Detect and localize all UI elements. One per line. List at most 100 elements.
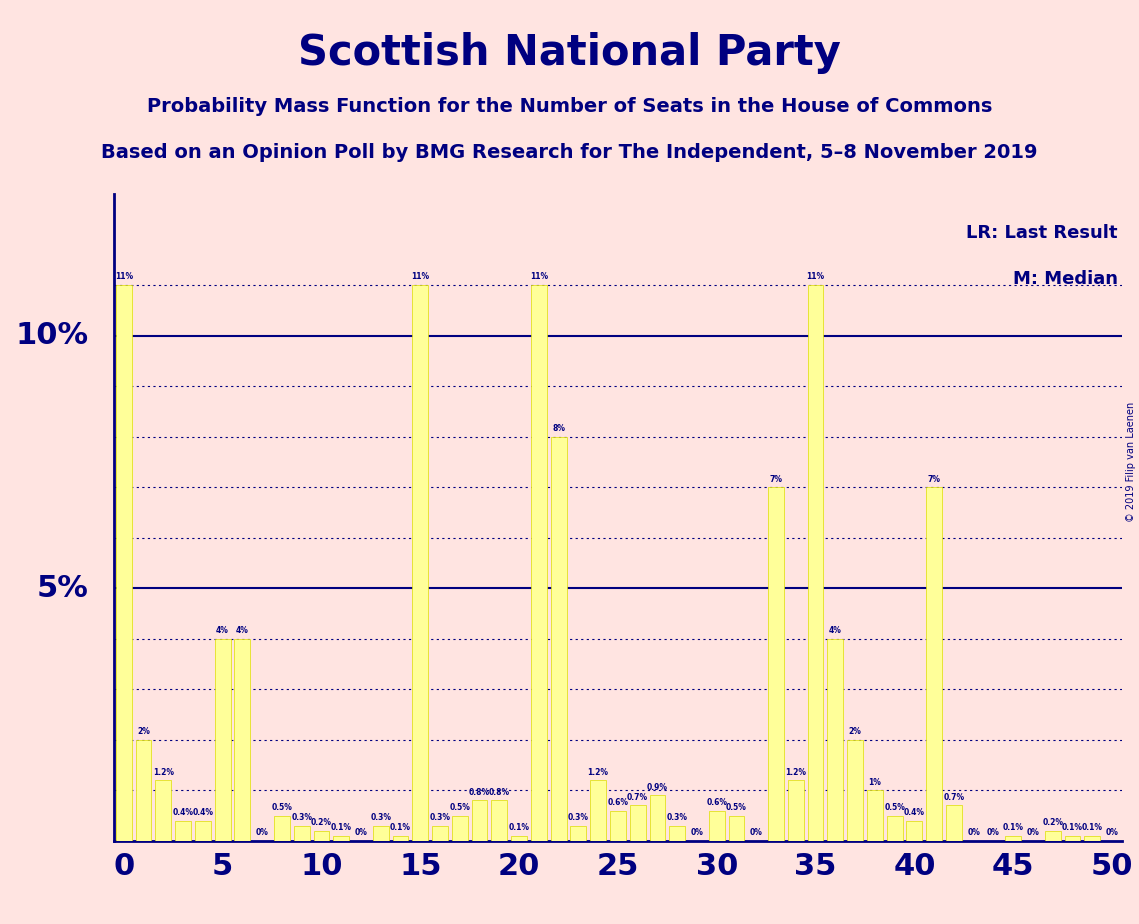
Text: 8%: 8% [552,424,565,433]
Text: 0.1%: 0.1% [1062,823,1083,833]
Bar [947,806,961,841]
Bar [887,816,902,841]
Text: 0.3%: 0.3% [429,813,451,822]
Bar [708,810,724,841]
Text: 0.7%: 0.7% [943,793,965,802]
Text: 0.4%: 0.4% [192,808,213,817]
Bar [294,826,310,841]
Text: 11%: 11% [115,273,133,282]
Bar [432,826,448,841]
Text: 1%: 1% [868,778,882,786]
Text: 0.8%: 0.8% [489,788,510,796]
Bar [788,780,804,841]
Bar [571,826,587,841]
Bar [235,638,251,841]
Bar [334,836,349,841]
Text: 0.4%: 0.4% [904,808,925,817]
Text: Based on an Opinion Poll by BMG Research for The Independent, 5–8 November 2019: Based on an Opinion Poll by BMG Research… [101,143,1038,163]
Text: 0.1%: 0.1% [330,823,352,833]
Text: 2%: 2% [849,727,861,736]
Text: 0.4%: 0.4% [173,808,194,817]
Text: 0%: 0% [1106,828,1118,837]
Text: © 2019 Filip van Laenen: © 2019 Filip van Laenen [1126,402,1136,522]
Bar [649,796,665,841]
Bar [611,810,625,841]
Text: 0.6%: 0.6% [706,798,727,807]
Bar [412,285,428,841]
Bar [116,285,132,841]
Bar [1084,836,1100,841]
Text: 0%: 0% [988,828,1000,837]
Bar [491,800,507,841]
Bar [393,836,409,841]
Text: 0.3%: 0.3% [666,813,688,822]
Bar [313,831,329,841]
Text: 0%: 0% [354,828,368,837]
Bar [511,836,527,841]
Bar [472,800,487,841]
Bar [768,487,784,841]
Bar [274,816,289,841]
Text: 0.1%: 0.1% [1082,823,1103,833]
Bar [1044,831,1060,841]
Bar [630,806,646,841]
Text: 0.5%: 0.5% [271,803,293,812]
Bar [808,285,823,841]
Bar [531,285,547,841]
Text: 4%: 4% [236,626,248,635]
Bar [372,826,388,841]
Bar [214,638,230,841]
Text: 0.2%: 0.2% [1042,818,1063,827]
Text: 11%: 11% [530,273,548,282]
Text: 10%: 10% [15,321,88,350]
Text: 0.1%: 0.1% [509,823,530,833]
Text: 5%: 5% [36,574,88,602]
Text: 0%: 0% [1026,828,1040,837]
Bar [452,816,468,841]
Text: LR: Last Result: LR: Last Result [967,225,1118,242]
Text: 0%: 0% [255,828,269,837]
Bar [590,780,606,841]
Text: 11%: 11% [411,273,429,282]
Text: Scottish National Party: Scottish National Party [298,32,841,74]
Text: 0.2%: 0.2% [311,818,331,827]
Bar [847,740,863,841]
Bar [551,436,566,841]
Text: 2%: 2% [137,727,150,736]
Text: 0.8%: 0.8% [469,788,490,796]
Text: 0.1%: 0.1% [390,823,411,833]
Text: 0.1%: 0.1% [1002,823,1024,833]
Bar [195,821,211,841]
Text: 7%: 7% [927,475,941,483]
Text: 0.5%: 0.5% [450,803,470,812]
Text: 1.2%: 1.2% [785,768,806,777]
Bar [1065,836,1081,841]
Text: 4%: 4% [216,626,229,635]
Text: 0.3%: 0.3% [292,813,312,822]
Bar [155,780,171,841]
Text: 0.5%: 0.5% [884,803,906,812]
Text: M: Median: M: Median [1013,270,1118,288]
Bar [907,821,923,841]
Text: 0.6%: 0.6% [607,798,629,807]
Text: 0%: 0% [749,828,763,837]
Bar [670,826,686,841]
Text: 0.3%: 0.3% [370,813,391,822]
Bar [729,816,745,841]
Bar [175,821,191,841]
Text: 0.9%: 0.9% [647,783,667,792]
Text: 0%: 0% [967,828,981,837]
Bar [136,740,151,841]
Text: Probability Mass Function for the Number of Seats in the House of Commons: Probability Mass Function for the Number… [147,97,992,116]
Text: 1.2%: 1.2% [153,768,174,777]
Text: 11%: 11% [806,273,825,282]
Text: 7%: 7% [770,475,782,483]
Text: 0.3%: 0.3% [568,813,589,822]
Text: 0%: 0% [690,828,704,837]
Text: 1.2%: 1.2% [588,768,608,777]
Bar [926,487,942,841]
Text: 4%: 4% [829,626,842,635]
Bar [1006,836,1021,841]
Bar [827,638,843,841]
Text: 0.5%: 0.5% [726,803,747,812]
